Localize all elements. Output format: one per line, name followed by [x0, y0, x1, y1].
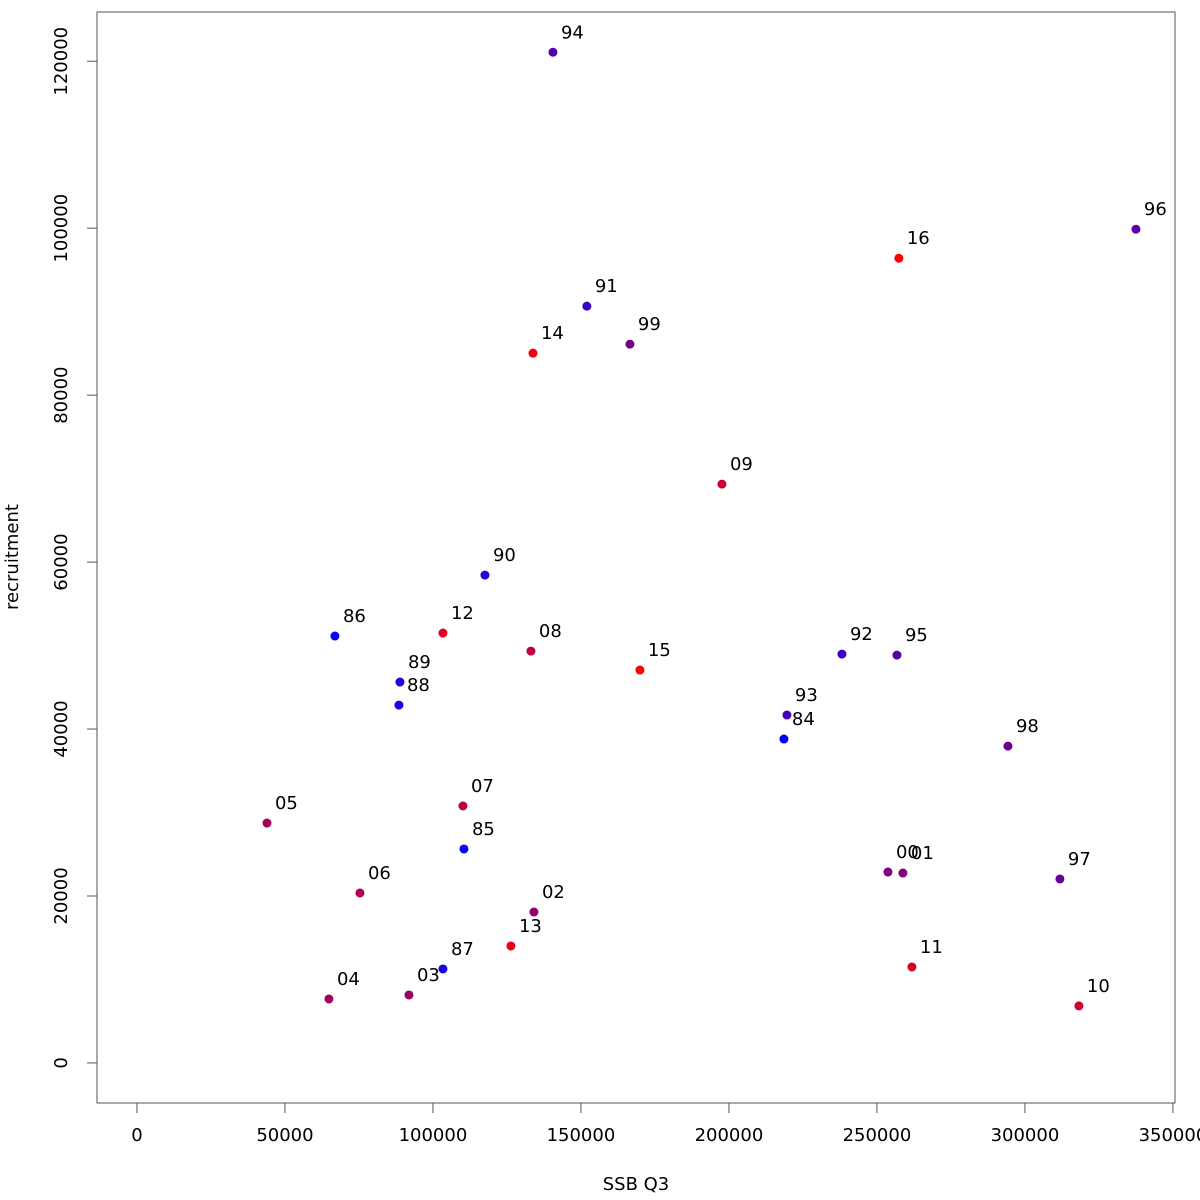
- x-axis-label: SSB Q3: [603, 1174, 670, 1195]
- point-label: 03: [417, 965, 440, 986]
- point: [528, 348, 538, 358]
- point: [837, 649, 847, 659]
- point: [395, 677, 405, 687]
- point-label: 01: [911, 843, 934, 864]
- point: [526, 646, 536, 656]
- x-tick-label: 0: [131, 1125, 142, 1146]
- point-label: 97: [1068, 849, 1091, 870]
- point-label: 99: [638, 314, 661, 335]
- point: [1074, 1001, 1084, 1011]
- point: [480, 570, 490, 580]
- point: [907, 962, 917, 972]
- y-tick-label: 120000: [51, 27, 72, 96]
- point: [529, 907, 539, 917]
- point: [404, 990, 414, 1000]
- point: [324, 994, 334, 1004]
- point: [782, 710, 792, 720]
- point-label: 07: [471, 776, 494, 797]
- point-label: 15: [648, 640, 671, 661]
- y-tick-label: 0: [51, 1057, 72, 1068]
- point-label: 92: [850, 624, 873, 645]
- x-tick-label: 200000: [695, 1125, 764, 1146]
- point-label: 05: [275, 793, 298, 814]
- point-label: 95: [905, 625, 928, 646]
- y-tick-label: 100000: [51, 194, 72, 263]
- point-label: 09: [730, 454, 753, 475]
- x-tick-label: 50000: [256, 1125, 313, 1146]
- x-tick-label: 300000: [991, 1125, 1060, 1146]
- point: [548, 47, 558, 57]
- point-label: 14: [541, 323, 564, 344]
- point-label: 93: [795, 685, 818, 706]
- point: [394, 700, 404, 710]
- point-label: 87: [451, 939, 474, 960]
- point: [1003, 741, 1013, 751]
- x-tick-label: 250000: [843, 1125, 912, 1146]
- point: [458, 801, 468, 811]
- point-label: 94: [561, 22, 584, 43]
- point: [582, 301, 592, 311]
- point-label: 91: [595, 276, 618, 297]
- point: [779, 734, 789, 744]
- point-label: 84: [792, 709, 815, 730]
- point-label: 00: [896, 842, 919, 863]
- point: [1055, 874, 1065, 884]
- x-tick-label: 100000: [399, 1125, 468, 1146]
- x-tick-label: 150000: [547, 1125, 616, 1146]
- point: [717, 479, 727, 489]
- point-label: 90: [493, 545, 516, 566]
- point-label: 98: [1016, 716, 1039, 737]
- point-label: 10: [1087, 976, 1110, 997]
- point: [459, 844, 469, 854]
- point-label: 96: [1144, 199, 1167, 220]
- point: [894, 253, 904, 263]
- point-label: 89: [408, 652, 431, 673]
- point: [892, 650, 902, 660]
- point-label: 86: [343, 606, 366, 627]
- point-label: 06: [368, 863, 391, 884]
- point-label: 11: [920, 937, 943, 958]
- point-label: 13: [519, 916, 542, 937]
- point: [1131, 224, 1141, 234]
- point-label: 88: [407, 675, 430, 696]
- plot-frame: [96, 11, 1176, 1104]
- point: [355, 888, 365, 898]
- point: [330, 631, 340, 641]
- y-tick-label: 20000: [51, 867, 72, 924]
- point: [438, 628, 448, 638]
- point-label: 85: [472, 819, 495, 840]
- y-tick-label: 60000: [51, 533, 72, 590]
- point-label: 16: [907, 228, 930, 249]
- point: [625, 339, 635, 349]
- point-label: 12: [451, 603, 474, 624]
- y-tick-label: 80000: [51, 367, 72, 424]
- point: [898, 868, 908, 878]
- point-label: 02: [542, 882, 565, 903]
- y-axis-label: recruitment: [2, 504, 23, 610]
- point: [506, 941, 516, 951]
- point: [438, 964, 448, 974]
- y-tick-label: 40000: [51, 700, 72, 757]
- point-label: 08: [539, 621, 562, 642]
- point: [635, 665, 645, 675]
- point-label: 04: [337, 969, 360, 990]
- point: [883, 867, 893, 877]
- point: [262, 818, 272, 828]
